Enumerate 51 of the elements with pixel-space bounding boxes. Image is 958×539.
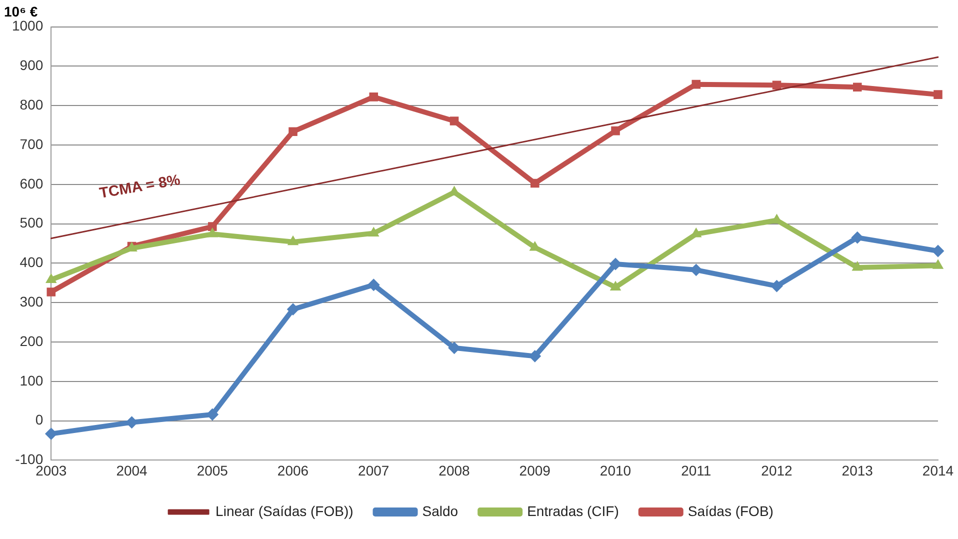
y-tick-label: 200 [20, 332, 44, 349]
point [288, 236, 298, 246]
y-tick-label: 500 [20, 214, 44, 231]
point [934, 90, 942, 99]
x-tick-label: 2004 [116, 462, 148, 478]
point [288, 127, 298, 136]
legend-label: Entradas (CIF) [527, 502, 619, 519]
point [852, 82, 862, 92]
x-tick-label: 2013 [842, 462, 874, 478]
x-tick-label: 2006 [277, 462, 309, 478]
point [450, 116, 459, 126]
legend-label: Saídas (FOB) [688, 502, 774, 519]
point [692, 80, 701, 89]
annotation: TCMA = 8% [98, 172, 182, 202]
x-tick-label: 2005 [196, 462, 228, 478]
y-tick-label: 900 [20, 57, 44, 74]
point [610, 281, 621, 290]
point [530, 178, 540, 188]
point [851, 232, 864, 244]
point [46, 274, 56, 283]
point [368, 227, 379, 237]
point [932, 260, 944, 269]
chart-title: 10⁶ € [4, 3, 38, 20]
point [207, 228, 218, 238]
y-tick-label: 400 [20, 254, 44, 270]
y-tick-label: 300 [20, 293, 44, 310]
y-tick-label: 100 [20, 372, 44, 388]
y-tick-label: 600 [20, 175, 44, 192]
y-tick-label: 700 [20, 136, 44, 152]
point [208, 222, 217, 231]
point [852, 262, 863, 271]
x-tick-label: 2010 [600, 462, 632, 478]
x-tick-label: 2007 [358, 462, 390, 478]
y-tick-label: 0 [35, 412, 44, 428]
y-tick-label: 1000 [12, 18, 44, 34]
point [772, 80, 782, 90]
point [369, 92, 378, 102]
point [46, 288, 56, 296]
point [770, 280, 783, 292]
point [368, 278, 380, 291]
legend-label: Saldo [422, 502, 458, 519]
point [611, 126, 620, 136]
point [932, 244, 944, 257]
x-tick-label: 2009 [519, 462, 551, 478]
x-tick-label: 2012 [761, 462, 793, 478]
y-tick-label: 800 [20, 96, 44, 112]
point [287, 303, 300, 316]
x-tick-label: 2014 [922, 462, 954, 478]
legend-label: Linear (Saídas (FOB)) [216, 502, 354, 519]
x-tick-label: 2011 [681, 462, 712, 478]
x-tick-label: 2008 [438, 462, 470, 478]
